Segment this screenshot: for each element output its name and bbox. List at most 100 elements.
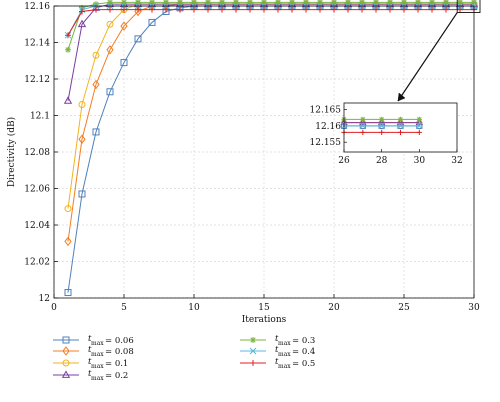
inset-series-4-point [360,116,366,122]
series-6-point [457,6,463,13]
inset-series-4-point [379,116,385,122]
series-6-point [401,6,407,13]
series-1-point [64,236,72,247]
series-4-point [79,4,85,11]
inset-x-tick-label: 32 [451,156,462,166]
inset-series-6-point [397,129,404,135]
y-tick-label: 12.12 [24,75,50,85]
legend-value: = 0.1 [105,359,128,369]
inset-series-6-point [416,129,422,135]
series-4-point [303,0,309,6]
series-6-point [261,6,267,13]
inset-frame [343,102,458,153]
inset-series-3-point [377,118,386,126]
series-1-point [106,45,114,55]
legend-subscript: max [91,340,104,347]
inset-series-6-point [360,129,366,135]
series-4-point [261,0,267,6]
series-6-point [191,6,197,13]
legend-variable: t [88,345,92,355]
legend-marker [250,337,256,343]
series-0-point [78,190,86,198]
series-0-point [106,88,114,96]
series-6-point [275,6,281,13]
series-6-point [373,6,379,13]
legend-subscript: max [278,363,291,370]
series-6-point [303,6,309,13]
series-6-point [93,6,99,13]
legend-marker [62,359,70,367]
plot-frame [53,5,475,299]
legend-value: = 0.2 [105,371,128,381]
series-4-point [93,1,99,8]
series-1-point [134,6,142,17]
legend-variable: t [275,357,279,367]
series-6-point [79,8,85,15]
inset-series-3 [340,118,424,126]
inset-series-3-point [359,118,367,126]
x-tick-label: 5 [121,303,127,313]
inset-series-4-point [416,116,422,122]
legend-item-5: t max = 0.4 [240,345,315,358]
series-6-point [359,6,365,13]
series-6-point [387,6,393,13]
series-6-point [345,6,351,13]
series-1-point [78,134,86,144]
legend-value: = 0.08 [105,347,134,357]
inset-x-tick-label: 26 [338,156,350,166]
series-4-point [289,0,295,6]
series-4-point [359,0,365,6]
series-6-point [163,6,169,13]
legend-marker [249,347,257,355]
x-tick-label: 30 [468,303,480,313]
inset-y-tick-label: 12.155 [310,138,342,148]
inset-series-5-point [378,122,385,129]
legend-item-2: t max = 0.1 [53,357,128,370]
zoom-arrow-head [397,92,406,102]
inset-series-3-point [415,118,424,126]
inset-series-5-point [359,122,366,129]
series-3-point [63,96,73,104]
inset-series-5-point [397,122,404,129]
x-tick-label: 0 [51,303,57,313]
series-0-point [148,18,156,26]
series-2-point [78,101,86,109]
legend-value: = 0.06 [105,336,134,346]
series-4-point [401,0,407,6]
y-tick-label: 12.08 [24,148,50,158]
series-4-point [65,46,71,53]
series-6-point [219,6,225,13]
legend-subscript: max [91,375,104,382]
legend-marker [62,346,70,356]
series-6-point [415,6,421,13]
legend-item-1: t max = 0.08 [53,345,134,358]
series-0-point [120,59,128,67]
series-6-point [205,6,211,13]
legend-subscript: max [91,363,104,370]
series-4-point [121,0,127,6]
series-4-point [219,0,225,6]
series-4-point [247,0,253,6]
inset-series-5-point [416,122,423,129]
legend-value: = 0.4 [292,347,315,357]
legend-item-0: t max = 0.06 [53,334,134,347]
y-tick-label: 12.16 [24,2,50,12]
series-6-point [65,32,71,39]
legend-marker [61,370,71,378]
series-0-point [64,289,72,297]
legend-item-6: t max = 0.5 [240,357,315,370]
x-tick-label: 15 [258,303,270,313]
series-4-point [177,0,183,6]
legend-variable: t [88,369,92,379]
inset-x-tick-label: 30 [414,156,426,166]
legend-subscript: max [278,340,291,347]
inset-series-4-point [397,116,404,122]
legend-variable: t [275,334,279,344]
series-2-point [106,20,114,28]
series-6-point [247,6,253,13]
series-6-point [289,6,295,13]
series-4 [65,0,477,53]
series-6-point [121,6,127,13]
series-6-point [177,6,183,13]
legend-item-4: t max = 0.3 [240,334,315,347]
